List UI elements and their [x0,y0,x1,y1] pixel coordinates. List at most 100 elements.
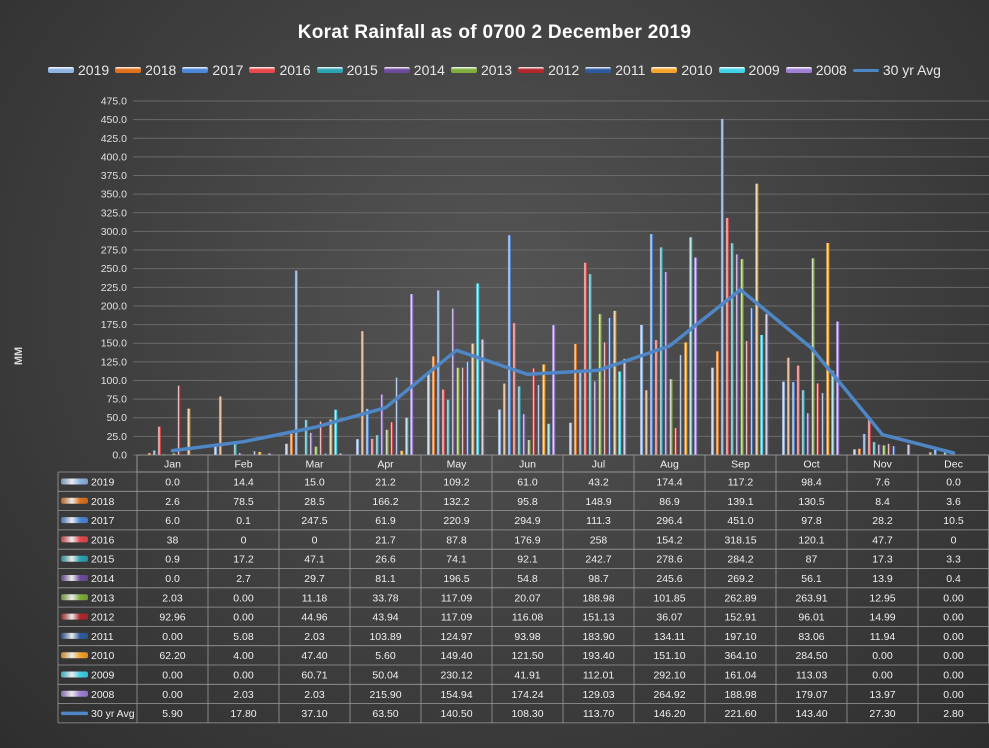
table-row-label: 2019 [91,477,115,489]
bar-2019-Mar [285,443,289,455]
data-label: 166.2 [372,496,398,508]
data-label: 451.0 [727,515,753,527]
bar-2014-May [451,308,455,455]
bar-2017-Oct [791,382,795,455]
data-label: 0.00 [943,689,964,701]
bar-2016-Oct [796,365,800,455]
data-label: 148.9 [585,496,611,508]
bar-2017-Jan [152,450,156,455]
bar-2015-Sep [730,243,734,455]
bar-2014-Jul [593,381,597,455]
data-label: 11.94 [870,631,896,643]
legend-label: 2013 [480,62,513,78]
line-point-30-yr-avg [881,433,884,437]
data-label: 21.7 [375,534,396,546]
legend-item-2013: 2013 [450,62,513,78]
table-legend-key [61,497,88,504]
y-tick-label: 250.0 [101,263,127,275]
data-label: 17.2 [233,554,254,566]
bar-2010-Feb [258,452,262,455]
table-row-label: 2011 [91,631,114,643]
bar-2011-May [466,361,470,455]
y-tick-label: 375.0 [101,170,127,182]
bar-2008-Sep [765,314,769,455]
legend-swatch [48,67,75,73]
data-label: 152.91 [724,612,756,624]
data-label: 44.96 [301,612,327,624]
data-label: 98.4 [801,477,822,489]
table-row-label: 2018 [91,496,115,508]
y-tick-label: 225.0 [101,282,127,294]
bar-2017-Nov [862,433,866,455]
bar-2015-Apr [375,435,379,455]
data-label: 3.6 [946,496,961,508]
bar-2016-Jul [583,262,587,455]
data-label: 258 [590,534,608,546]
data-label: 0.00 [233,612,254,624]
data-label: 176.9 [514,534,540,546]
legend-item-2015: 2015 [316,62,378,78]
line-30-yr-avg [170,288,956,455]
bar-2010-Aug [684,342,688,455]
data-label: 87 [806,554,818,566]
data-label: 0.0 [165,573,180,585]
data-label: 139.1 [727,496,753,508]
bar-2012-Sep [745,341,749,455]
bar-2013-Apr [385,429,389,455]
bar-2009-May [476,283,480,455]
legend-label: 2010 [681,62,713,78]
bar-2019-Apr [356,439,360,455]
legend-swatch [585,67,612,73]
data-label: 60.71 [301,670,327,682]
bar-2013-Jan [172,453,176,455]
data-label: 284.2 [727,554,753,566]
bar-2011-Feb [253,451,257,455]
data-label: 193.40 [582,650,614,662]
bar-2009-Jul [618,371,622,455]
bar-2010-Jun [542,364,546,455]
bar-2011-Oct [821,393,825,455]
legend-item-2016: 2016 [249,62,311,78]
data-label: 0 [312,534,318,546]
data-label: 3.3 [946,554,961,566]
data-label: 0.00 [233,592,254,604]
bar-2015-Jun [517,386,521,455]
x-tick-label: Oct [803,459,819,471]
bar-2018-Sep [715,351,720,455]
data-label: 0.0 [946,477,961,489]
bar-2014-Nov [877,444,881,455]
bar-2009-Apr [405,417,409,455]
legend-label: 2016 [279,62,311,78]
bar-2009-Jun [547,423,551,455]
bar-2018-Dec [928,452,933,455]
data-label: 121.50 [511,650,543,662]
bar-2013-Oct [811,258,815,455]
legend-swatch [249,67,276,73]
legend-label: 2015 [346,62,378,78]
table-legend-key [61,671,88,678]
data-label: 0.00 [162,631,183,643]
legend-item-2008: 2008 [785,62,847,78]
data-label: 15.0 [304,477,325,489]
bar-2010-Sep [755,183,759,455]
data-label: 196.5 [443,573,469,585]
bar-2015-Oct [801,390,805,455]
data-label: 2.03 [304,631,325,643]
data-label: 26.6 [375,554,396,566]
bar-2009-Aug [689,237,693,455]
y-tick-label: 400.0 [101,151,127,163]
table-row-label: 30 yr Avg [91,708,135,720]
data-label: 0.4 [946,573,961,585]
line-point-30-yr-avg [739,288,742,292]
bar-2011-Jul [608,317,612,455]
bar-2015-Aug [659,247,663,455]
line-point-30-yr-avg [952,451,955,455]
bar-2008-Nov [907,444,911,455]
data-label: 11.18 [302,592,328,604]
data-label: 112.01 [583,670,614,682]
data-label: 278.6 [656,554,682,566]
data-label: 116.08 [512,612,543,624]
data-label: 38 [167,534,179,546]
bar-2008-Apr [410,294,414,455]
bar-2008-Feb [268,453,272,455]
